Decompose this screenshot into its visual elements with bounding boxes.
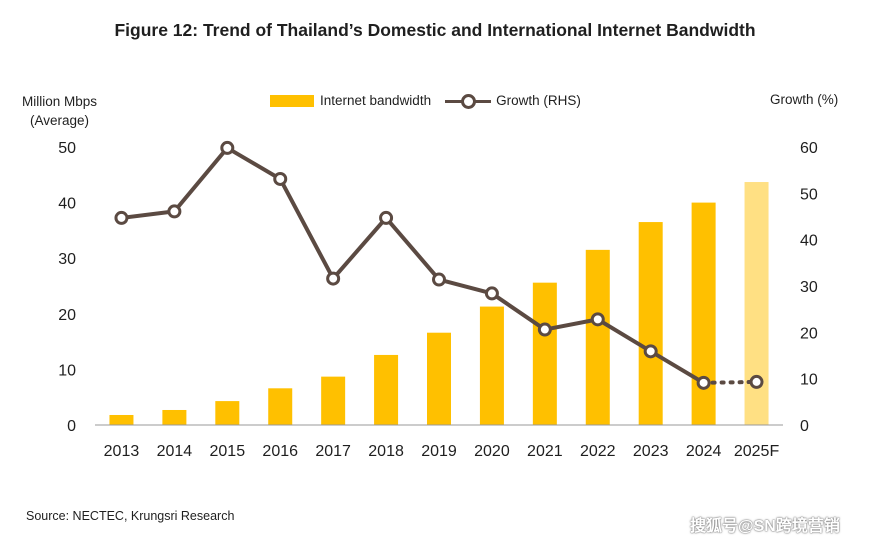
source-note: Source: NECTEC, Krungsri Research: [26, 509, 235, 523]
left-tick-label: 30: [58, 251, 76, 268]
bar: [638, 222, 663, 425]
growth-point: [537, 322, 552, 337]
left-tick-label: 10: [58, 362, 76, 379]
left-axis-label-line1: Million Mbps: [22, 94, 98, 109]
bar: [532, 282, 557, 425]
bar: [109, 414, 134, 425]
growth-point: [484, 286, 499, 301]
bar: [691, 202, 716, 425]
growth-point: [326, 271, 341, 286]
right-tick-label: 0: [800, 418, 809, 435]
right-tick-label: 30: [800, 279, 818, 296]
x-tick-label: 2018: [368, 443, 404, 460]
growth-line-forecast: [701, 379, 759, 385]
growth-point: [643, 344, 658, 359]
x-tick-label: 2019: [421, 443, 457, 460]
legend-line-label: Growth (RHS): [496, 93, 581, 108]
growth-point: [167, 204, 182, 219]
watermark: 搜狐号@SN跨境营销: [690, 518, 840, 535]
growth-point: [749, 374, 764, 389]
chart-title: Figure 12: Trend of Thailand’s Domestic …: [114, 20, 756, 40]
right-tick-label: 10: [800, 372, 818, 389]
legend-bar-swatch: [270, 94, 314, 107]
growth-point: [432, 272, 446, 287]
bar: [479, 306, 504, 425]
right-tick-label: 60: [800, 140, 818, 157]
bar: [427, 332, 451, 425]
bar: [321, 376, 346, 425]
left-tick-label: 40: [58, 196, 76, 213]
bar: [215, 401, 240, 425]
bar: [162, 409, 187, 425]
growth-point: [220, 140, 235, 155]
right-axis-label: Growth (%): [770, 92, 839, 107]
left-axis-label: Million Mbps (Average): [22, 92, 97, 130]
x-tick-label: 2013: [104, 443, 140, 460]
x-tick-label: 2020: [474, 443, 510, 460]
growth-point: [114, 210, 129, 225]
legend: Internet bandwidth Growth (RHS): [270, 93, 581, 109]
growth-line: [121, 145, 705, 385]
x-tick-label: 2021: [527, 443, 563, 460]
bar: [585, 249, 610, 425]
x-tick-label: 2023: [633, 443, 669, 460]
left-tick-label: 0: [67, 418, 76, 435]
left-axis-label-line2: (Average): [30, 113, 90, 128]
right-tick-label: 50: [800, 186, 818, 203]
x-tick-label: 2014: [157, 443, 193, 460]
left-tick-label: 50: [58, 140, 76, 157]
legend-bar-label: Internet bandwidth: [320, 93, 432, 108]
right-tick-label: 20: [800, 325, 818, 342]
bar: [374, 354, 399, 425]
growth-point: [379, 210, 394, 225]
right-tick-label: 40: [800, 233, 818, 250]
legend-line-swatch: [445, 93, 492, 109]
growth-point: [273, 171, 288, 186]
x-tick-label: 2016: [262, 443, 298, 460]
x-tick-label: 2022: [580, 443, 616, 460]
x-tick-label: 2024: [686, 443, 722, 460]
x-tick-label: 2015: [210, 443, 246, 460]
bar: [268, 388, 293, 425]
growth-point: [696, 375, 711, 390]
growth-point: [590, 312, 605, 327]
left-tick-label: 20: [58, 307, 76, 324]
x-tick-label: 2025F: [734, 443, 780, 460]
x-tick-label: 2017: [315, 443, 351, 460]
